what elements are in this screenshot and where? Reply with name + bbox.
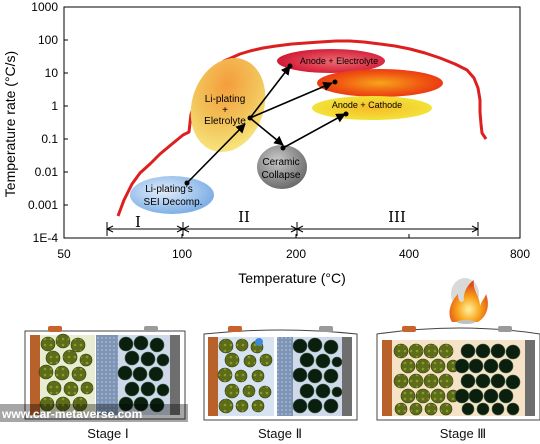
caption-stage-3: Stage Ⅲ xyxy=(440,426,487,441)
cell-stage-2 xyxy=(203,326,358,421)
y-tick-0.1: 0.1 xyxy=(41,132,58,146)
anode-particles xyxy=(117,335,170,413)
separator xyxy=(277,337,293,416)
x-axis-ticks xyxy=(63,234,521,238)
tab-left xyxy=(228,326,242,332)
separator xyxy=(96,335,118,415)
y-axis-ticks xyxy=(64,6,68,239)
y-tick-1: 1 xyxy=(51,99,58,113)
tab-right xyxy=(144,326,158,332)
label-ceramic-line2: Collapse xyxy=(262,170,301,181)
y-tick-0.001: 0.001 xyxy=(28,198,58,212)
label-anode-electrolyte: Anode + Electrolyte xyxy=(300,56,378,66)
label-ceramic-line1: Ceramic xyxy=(262,157,299,168)
x-tick-50: 50 xyxy=(57,247,71,261)
transition-nodes xyxy=(184,63,349,186)
current-collector-aluminum xyxy=(342,337,352,416)
region-anode-electrolyte xyxy=(277,49,385,73)
region-ceramic-collapse xyxy=(257,145,307,189)
current-collector-copper xyxy=(208,337,218,416)
label-plating-line3: Eletrolyte xyxy=(204,116,246,127)
label-anode-cathode: Anode + Cathode xyxy=(332,100,402,110)
label-plating-line1: Li-plating xyxy=(205,94,246,105)
tab-left xyxy=(48,326,62,332)
transition-arrows xyxy=(186,65,346,184)
x-tick-400: 400 xyxy=(399,247,419,261)
y-tick-1e-4: 1E-4 xyxy=(33,231,59,245)
anode-particles xyxy=(292,337,343,414)
label-plating-line2: + xyxy=(222,105,228,116)
region-plating-electrolyte xyxy=(190,58,266,152)
temperature-rate-curve xyxy=(116,39,488,217)
caption-stage-2: Stage Ⅱ xyxy=(258,426,302,441)
watermark-text: www.car-metaverse.com xyxy=(1,407,142,421)
x-axis-title: Temperature (°C) xyxy=(238,270,346,286)
x-tick-100: 100 xyxy=(172,247,192,261)
region-sei-decomposition xyxy=(130,176,214,214)
stage-label-iii: III xyxy=(388,208,406,226)
current-collector-copper xyxy=(30,335,40,415)
stage-bracket xyxy=(106,222,479,236)
tab-right xyxy=(498,326,512,332)
plot-area: 1000 100 10 1 0.1 0.01 0.001 1E-4 50 100… xyxy=(2,0,530,286)
y-tick-0.01: 0.01 xyxy=(35,165,59,179)
watermark-band xyxy=(0,404,188,422)
plating-spot xyxy=(255,338,263,346)
tab-left xyxy=(402,326,416,332)
label-sei-line2: SEI Decomp. xyxy=(144,197,203,208)
cell-stage-3 xyxy=(376,278,540,421)
label-sei-line1: Li-plating's xyxy=(145,184,193,195)
x-tick-800: 800 xyxy=(510,247,530,261)
cathode-particles xyxy=(38,333,94,412)
fire-icon xyxy=(449,278,488,324)
anode-particles xyxy=(454,343,521,416)
current-collector-aluminum xyxy=(525,340,535,416)
stage-label-ii: II xyxy=(238,208,250,226)
caption-stage-1: Stage Ⅰ xyxy=(87,426,128,441)
current-collector-copper xyxy=(382,340,392,416)
tab-right xyxy=(319,326,333,332)
plot-frame xyxy=(63,6,521,239)
y-tick-100: 100 xyxy=(38,33,58,47)
cell-stage-1 xyxy=(24,326,186,420)
cathode-particles xyxy=(393,343,460,416)
region-unlabeled-reaction xyxy=(317,69,443,97)
y-tick-10: 10 xyxy=(45,66,59,80)
y-axis-title: Temperature rate (°C/s) xyxy=(2,51,18,197)
y-tick-1000: 1000 xyxy=(31,0,58,14)
cathode-particles xyxy=(217,338,273,414)
current-collector-aluminum xyxy=(170,335,180,415)
x-tick-200: 200 xyxy=(286,247,306,261)
stage-label-i: I xyxy=(135,213,141,231)
